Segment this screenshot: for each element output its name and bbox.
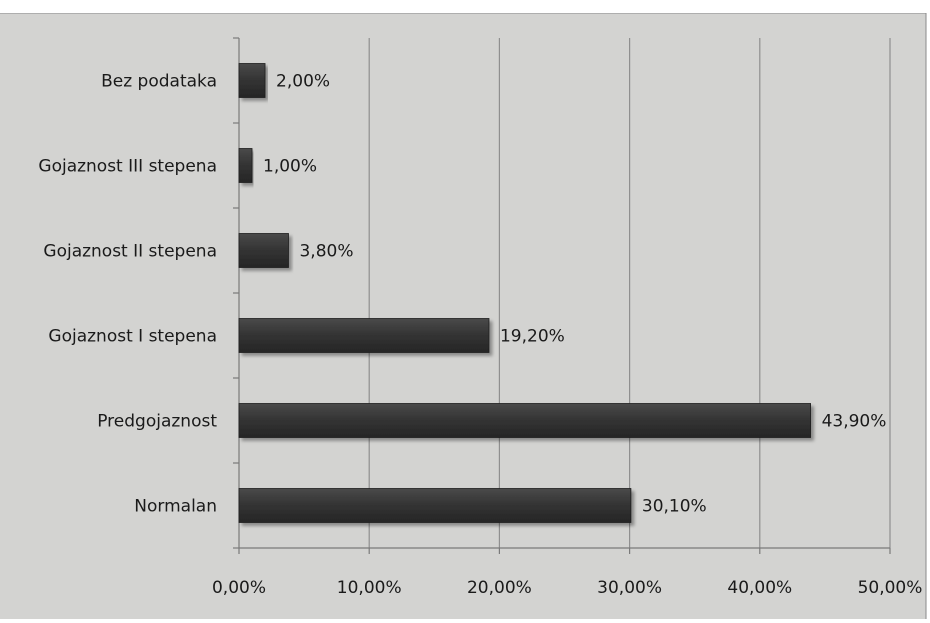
data-label: 19,20%	[500, 327, 565, 347]
x-tick-label: 0,00%	[212, 578, 266, 598]
category-label: Normalan	[134, 497, 217, 517]
data-label: 1,00%	[263, 157, 317, 177]
x-tick-label: 20,00%	[467, 578, 532, 598]
top-margin	[0, 0, 930, 13]
category-label: Bez podataka	[101, 72, 217, 92]
bar	[238, 148, 253, 183]
data-label: 43,90%	[822, 412, 887, 432]
bar	[238, 403, 811, 438]
bar	[238, 233, 289, 268]
bar	[238, 318, 490, 353]
category-label: Predgojaznost	[97, 412, 217, 432]
bar	[238, 63, 266, 98]
category-label: Gojaznost III stepena	[38, 157, 217, 177]
x-tick-label: 30,00%	[597, 578, 662, 598]
labels: 30,10% Normalan 43,90% Predgojaznost 19,20% G…	[38, 72, 922, 599]
data-label: 3,80%	[299, 242, 353, 262]
right-margin	[926, 13, 930, 619]
bars	[238, 63, 811, 523]
x-tick-label: 40,00%	[727, 578, 792, 598]
category-label: Gojaznost II stepena	[43, 242, 217, 262]
x-tick-label: 10,00%	[337, 578, 402, 598]
gridlines	[368, 38, 891, 548]
data-label: 30,10%	[642, 497, 707, 517]
x-tick-label: 50,00%	[858, 578, 923, 598]
data-label: 2,00%	[276, 72, 330, 92]
category-label: Gojaznost I stepena	[48, 327, 217, 347]
bar	[238, 488, 632, 523]
